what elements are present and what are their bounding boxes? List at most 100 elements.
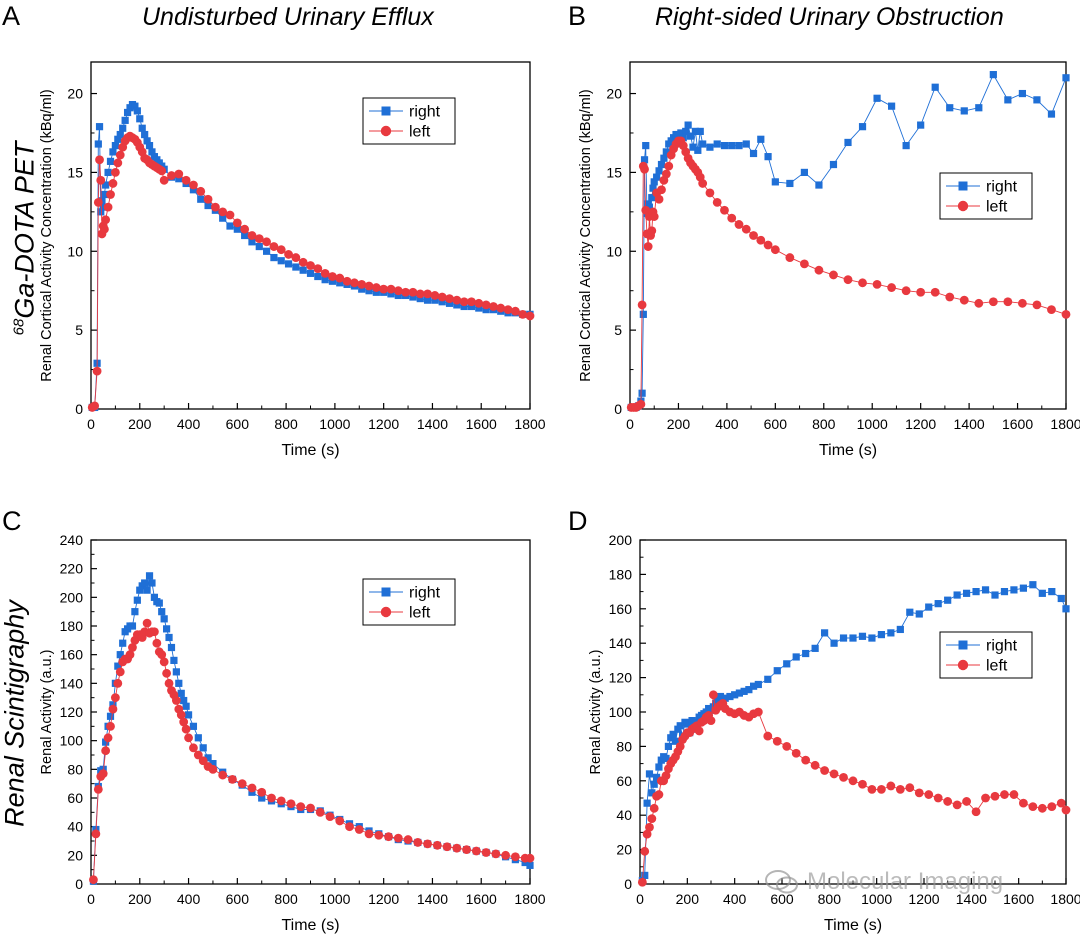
data-point-right bbox=[696, 127, 704, 135]
data-point-right bbox=[143, 137, 151, 145]
data-point-right bbox=[868, 634, 876, 642]
data-point-right bbox=[180, 696, 188, 705]
data-point-left bbox=[705, 188, 715, 198]
data-point-right bbox=[160, 615, 168, 623]
column-title-right: Right-sided Urinary Obstruction bbox=[655, 3, 1004, 31]
data-point-left bbox=[510, 852, 520, 862]
data-point-right bbox=[155, 599, 163, 607]
data-point-left bbox=[640, 846, 650, 856]
x-tick-label: 1800 bbox=[514, 416, 545, 432]
data-point-left bbox=[413, 838, 423, 847]
series-right-b bbox=[627, 71, 1070, 412]
data-point-left bbox=[218, 207, 228, 217]
x-tick-label: 1800 bbox=[1050, 416, 1080, 432]
data-point-right bbox=[467, 302, 476, 311]
data-point-left bbox=[159, 657, 169, 667]
data-point-right bbox=[1010, 586, 1018, 594]
data-point-right bbox=[660, 154, 668, 162]
y-tick-label: 160 bbox=[609, 601, 633, 617]
data-point-right bbox=[989, 71, 997, 79]
data-point-right bbox=[1062, 74, 1070, 82]
x-tick-label: 400 bbox=[177, 416, 201, 432]
data-point-left bbox=[98, 769, 108, 779]
data-point-right bbox=[102, 738, 110, 746]
data-point-left bbox=[503, 305, 513, 315]
data-point-left bbox=[643, 242, 653, 251]
y-tick-label: 140 bbox=[60, 675, 84, 691]
data-point-left bbox=[103, 733, 113, 743]
data-point-left bbox=[401, 287, 411, 297]
y-tick-label: 0 bbox=[614, 401, 622, 417]
data-point-right bbox=[121, 116, 129, 124]
data-point-left bbox=[115, 667, 125, 677]
data-point-right bbox=[175, 679, 183, 687]
data-point-left bbox=[800, 259, 809, 269]
x-tick-label: 0 bbox=[87, 416, 95, 432]
x-tick-label: 1600 bbox=[1003, 891, 1034, 907]
data-point-left bbox=[1003, 297, 1013, 307]
data-point-right bbox=[255, 242, 263, 251]
data-point-right bbox=[133, 596, 141, 604]
data-point-right bbox=[460, 302, 468, 311]
data-point-left bbox=[306, 803, 315, 813]
data-point-right bbox=[821, 629, 829, 637]
data-point-right bbox=[643, 799, 651, 807]
data-point-left bbox=[106, 721, 115, 731]
series-left-b bbox=[626, 136, 1071, 412]
data-point-left bbox=[664, 161, 674, 171]
data-point-left bbox=[237, 779, 247, 789]
data-point-left bbox=[1000, 790, 1009, 799]
data-point-right bbox=[97, 208, 105, 216]
data-point-left bbox=[1018, 298, 1027, 308]
data-point-right bbox=[735, 141, 743, 150]
x-tick-label: 800 bbox=[818, 891, 842, 907]
data-point-left bbox=[649, 803, 659, 813]
x-tick-label: 1400 bbox=[417, 891, 448, 907]
x-tick-label: 600 bbox=[226, 891, 250, 907]
data-point-right bbox=[1019, 584, 1027, 592]
data-point-left bbox=[306, 261, 315, 270]
data-point-right bbox=[1048, 588, 1056, 596]
data-point-right bbox=[131, 102, 139, 110]
data-point-left bbox=[649, 212, 659, 221]
data-point-left bbox=[291, 253, 301, 262]
data-point-right bbox=[199, 744, 207, 752]
data-point-left bbox=[1009, 790, 1019, 799]
y-tick-label: 20 bbox=[67, 847, 83, 863]
x-tick-label: 0 bbox=[87, 891, 95, 907]
data-point-left bbox=[181, 724, 191, 734]
data-point-right bbox=[740, 687, 748, 695]
data-point-left bbox=[240, 224, 250, 234]
data-point-left bbox=[335, 816, 345, 826]
legend-box bbox=[939, 172, 1033, 220]
data-point-right bbox=[786, 179, 794, 188]
data-point-right bbox=[263, 247, 271, 255]
data-point-left bbox=[933, 793, 943, 803]
data-point-right bbox=[165, 633, 173, 642]
data-point-left bbox=[741, 224, 751, 234]
data-point-right bbox=[638, 389, 646, 397]
data-point-right bbox=[106, 157, 115, 165]
x-tick-label: 1200 bbox=[368, 416, 399, 432]
panel-letter-c: C bbox=[2, 506, 22, 536]
data-point-right bbox=[645, 770, 654, 778]
data-point-right bbox=[182, 702, 190, 710]
data-point-left bbox=[518, 309, 528, 319]
data-point-left bbox=[924, 790, 934, 799]
data-point-left bbox=[354, 825, 364, 834]
data-point-left bbox=[164, 678, 174, 688]
x-tick-label: 400 bbox=[177, 891, 201, 907]
x-tick-label: 200 bbox=[676, 891, 700, 907]
legend-c: right left bbox=[362, 578, 456, 626]
data-point-right bbox=[639, 310, 647, 318]
plot-frame-b bbox=[629, 61, 1067, 410]
data-point-left bbox=[115, 150, 125, 160]
data-point-right bbox=[248, 238, 256, 246]
data-point-right bbox=[887, 629, 895, 637]
data-point-left bbox=[108, 704, 118, 714]
data-point-left bbox=[125, 650, 135, 660]
data-point-right bbox=[641, 871, 649, 879]
data-point-left bbox=[756, 235, 766, 245]
data-point-right bbox=[689, 143, 697, 151]
x-tick-label: 1000 bbox=[857, 416, 888, 432]
